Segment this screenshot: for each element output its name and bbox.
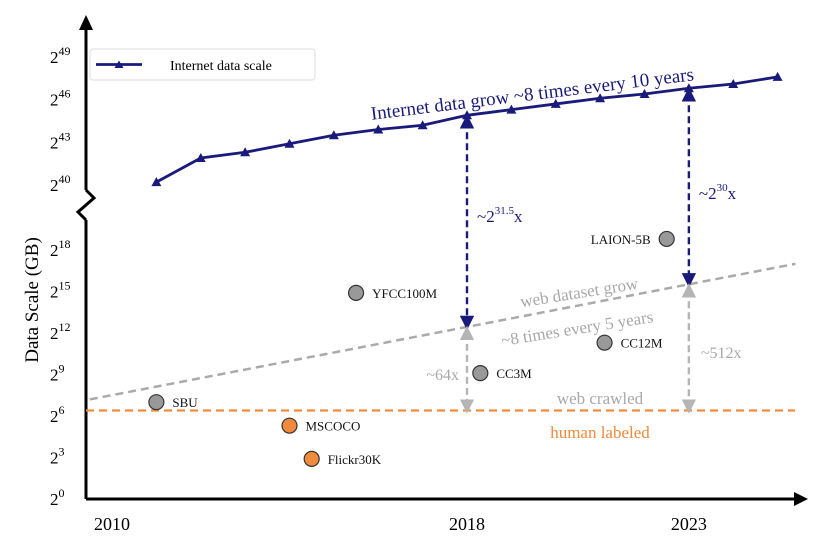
gap-label-web: ~64x bbox=[426, 367, 459, 384]
y-tick-lower-label: 212 bbox=[50, 320, 71, 343]
y-axis-arrowhead bbox=[79, 15, 93, 30]
y-ticks: 20 23 26 29 212 215 218 240 243 246 249 bbox=[50, 44, 71, 509]
gap-arrows: ~231.5x ~64x ~230x ~512x bbox=[426, 87, 742, 414]
gap-label-exponent: 31.5 bbox=[495, 205, 515, 217]
dataset-label: CC12M bbox=[621, 336, 663, 351]
dataset-point bbox=[596, 334, 613, 351]
dataset-label: LAION-5B bbox=[591, 232, 651, 247]
internet-point bbox=[506, 104, 517, 114]
internet-point bbox=[417, 120, 428, 130]
dataset-point bbox=[148, 394, 165, 411]
internet-point bbox=[595, 93, 606, 103]
legend-marker bbox=[114, 60, 124, 68]
web-crawled-label: web crawled bbox=[557, 389, 644, 408]
x-ticks: 2010 2018 2023 bbox=[94, 514, 707, 534]
legend-label: Internet data scale bbox=[170, 59, 272, 74]
gap-label-suffix: x bbox=[514, 207, 523, 226]
y-tick-upper-label: 240 bbox=[50, 172, 71, 195]
y-axis-break bbox=[75, 188, 97, 222]
y-tick-lower-label: 29 bbox=[50, 362, 65, 385]
internet-point bbox=[639, 88, 650, 98]
legend-box bbox=[89, 48, 316, 81]
internet-point bbox=[728, 79, 739, 89]
x-tick-label: 2018 bbox=[449, 514, 485, 534]
y-tick-lower-exponent: 0 bbox=[59, 486, 65, 500]
y-tick-lower-label: 215 bbox=[50, 279, 71, 302]
gap-label-exponent: 30 bbox=[717, 182, 729, 194]
y-tick-lower-exponent: 6 bbox=[59, 403, 65, 417]
human-labeled-label: human labeled bbox=[550, 423, 650, 442]
internet-point bbox=[151, 177, 162, 187]
dataset-points: SBU MSCOCO Flickr30K YFCC100M CC3M CC12M LAION… bbox=[148, 230, 675, 467]
legend: Internet data scale bbox=[89, 48, 316, 81]
dataset-label: CC3M bbox=[496, 366, 532, 381]
internet-point bbox=[195, 152, 206, 162]
y-tick-upper-label: 249 bbox=[50, 44, 71, 67]
internet-point bbox=[462, 110, 472, 120]
gap-label-internet: ~230x bbox=[699, 182, 737, 203]
gap-label-web: ~512x bbox=[701, 345, 742, 362]
x-axis-arrowhead bbox=[794, 492, 808, 506]
y-tick-upper-exponent: 43 bbox=[59, 129, 71, 143]
internet-point bbox=[550, 98, 561, 108]
x-tick-label: 2010 bbox=[94, 514, 130, 534]
y-axis-label: Data Scale (GB) bbox=[22, 237, 43, 363]
y-tick-lower-label: 26 bbox=[50, 403, 65, 426]
y-tick-upper-exponent: 49 bbox=[59, 44, 71, 58]
dataset-point bbox=[303, 450, 320, 467]
y-tick-upper-label: 246 bbox=[50, 87, 71, 110]
x-tick-label: 2023 bbox=[671, 514, 707, 534]
axes bbox=[75, 15, 808, 506]
dataset-point bbox=[281, 417, 298, 434]
y-tick-lower-label: 20 bbox=[50, 486, 65, 509]
dataset-point bbox=[658, 230, 675, 248]
dataset-label: SBU bbox=[172, 395, 198, 410]
internet-point bbox=[683, 83, 694, 93]
dataset-label: Flickr30K bbox=[328, 452, 382, 467]
y-tick-lower-label: 218 bbox=[50, 237, 71, 260]
y-tick-upper-label: 243 bbox=[50, 129, 71, 152]
y-tick-lower-exponent: 18 bbox=[59, 237, 71, 251]
y-tick-lower-exponent: 3 bbox=[59, 445, 65, 459]
web-dataset-trend-line bbox=[89, 262, 796, 401]
gap-label-suffix: x bbox=[728, 184, 737, 203]
y-tick-lower-label: 23 bbox=[50, 445, 65, 468]
internet-point bbox=[240, 147, 251, 157]
y-tick-lower-exponent: 12 bbox=[59, 320, 71, 334]
dataset-point bbox=[347, 284, 365, 301]
dataset-point bbox=[472, 365, 489, 382]
internet-data-points bbox=[151, 71, 783, 187]
internet-point bbox=[328, 130, 339, 140]
y-tick-lower-exponent: 15 bbox=[59, 279, 71, 293]
internet-point bbox=[284, 138, 295, 148]
y-tick-upper-exponent: 46 bbox=[59, 87, 71, 101]
internet-point bbox=[772, 71, 783, 81]
internet-point bbox=[373, 124, 384, 134]
gap-label-internet: ~231.5x bbox=[477, 205, 523, 226]
y-tick-lower-exponent: 9 bbox=[59, 362, 65, 376]
dataset-label: YFCC100M bbox=[372, 286, 437, 301]
dataset-label: MSCOCO bbox=[306, 419, 361, 434]
y-tick-upper-exponent: 40 bbox=[59, 172, 71, 186]
